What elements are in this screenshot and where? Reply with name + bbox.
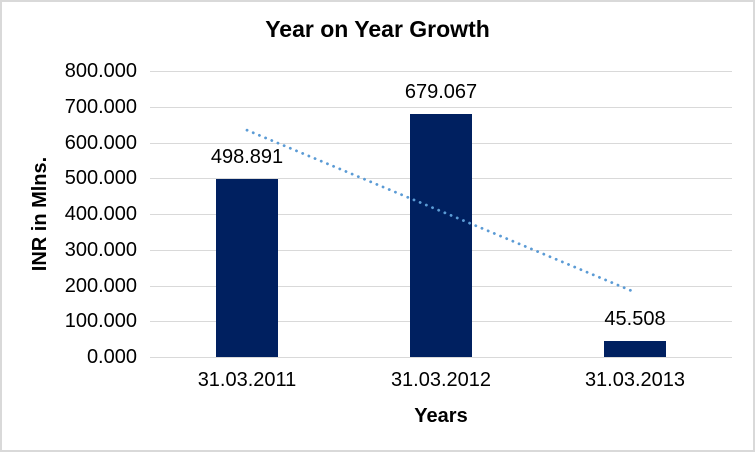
y-tick-label: 500.000 <box>64 167 137 190</box>
y-tick-label: 600.000 <box>64 131 137 154</box>
y-tick-label: 100.000 <box>64 310 137 333</box>
x-axis-title: Years <box>414 405 468 427</box>
x-tick-label: 31.03.2011 <box>197 369 297 391</box>
y-tick-label: 400.000 <box>64 203 137 225</box>
plot-area: 498.891 679.067 45.508 <box>150 71 732 358</box>
y-tick-label: 200.000 <box>64 274 137 297</box>
trendline <box>245 128 637 294</box>
bar-data-label: 498.891 <box>210 145 284 168</box>
chart-title: Year on Year Growth <box>265 16 490 42</box>
y-tick-label: 700.000 <box>64 95 137 118</box>
y-tick-label: 800.000 <box>64 60 137 82</box>
bar-31.03.2012 <box>410 114 472 357</box>
bar-31.03.2011 <box>216 178 278 357</box>
x-tick-label: 31.03.2012 <box>390 369 492 391</box>
trendline-path <box>245 128 637 294</box>
bar-data-label: 45.508 <box>604 307 666 330</box>
bar-31.03.2013 <box>604 340 666 357</box>
x-tick-label: 31.03.2013 <box>584 369 686 391</box>
y-tick-label: 0.000 <box>86 346 137 368</box>
x-axis-line <box>150 357 732 358</box>
bar-data-label: 679.067 <box>404 81 478 104</box>
gridline <box>150 106 732 108</box>
gridline <box>150 71 732 72</box>
y-tick-label: 300.000 <box>64 238 137 261</box>
